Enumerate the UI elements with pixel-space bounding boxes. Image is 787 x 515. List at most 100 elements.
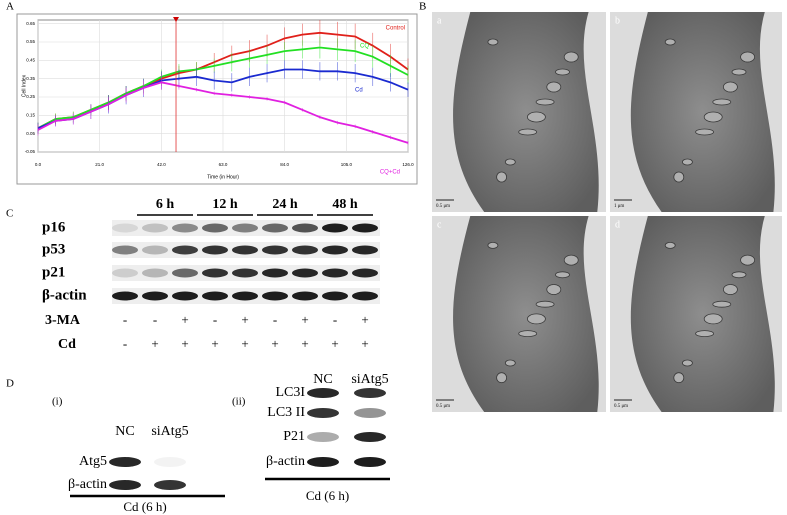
footer-label: Cd (6 h) <box>123 499 166 514</box>
treatment-sign: - <box>123 312 127 327</box>
treatment-sign: - <box>333 312 337 327</box>
organelle <box>695 128 714 136</box>
treatment-sign: + <box>361 312 368 327</box>
em-label: d <box>615 219 620 230</box>
organelle <box>546 284 562 295</box>
band <box>262 291 288 301</box>
time-label: 24 h <box>272 197 298 212</box>
organelle <box>518 128 538 136</box>
band <box>202 291 228 301</box>
band <box>232 245 258 255</box>
band <box>262 245 288 255</box>
organelle <box>682 359 693 367</box>
time-label: 6 h <box>156 197 175 212</box>
protein-label: p21 <box>42 264 65 280</box>
scale-label: 0.5 μm <box>436 204 450 209</box>
lane-label: NC <box>313 372 332 387</box>
treatment-sign: - <box>213 312 217 327</box>
organelle <box>664 38 676 46</box>
band <box>142 223 168 233</box>
organelle <box>703 111 723 123</box>
band <box>202 223 228 233</box>
band <box>109 480 141 490</box>
y-tick-label: 0.25 <box>26 94 35 99</box>
y-tick-label: -0.05 <box>25 149 36 154</box>
band <box>112 291 138 301</box>
band <box>202 245 228 255</box>
organelle <box>712 98 732 106</box>
marker-head <box>173 17 180 22</box>
scale-label: 0.5 μm <box>436 404 450 409</box>
cell-body <box>630 12 775 212</box>
organelle <box>664 241 676 249</box>
band <box>232 291 258 301</box>
band <box>352 245 378 255</box>
band <box>172 291 198 301</box>
x-tick-label: 63.0 <box>219 162 228 167</box>
em-label: a <box>437 15 442 26</box>
band <box>354 388 386 398</box>
band <box>322 223 348 233</box>
organelle <box>723 284 738 295</box>
band <box>354 408 386 418</box>
organelle <box>740 254 755 266</box>
organelle <box>673 372 685 384</box>
y-axis-label: Cell Index <box>21 74 27 97</box>
band <box>292 223 318 233</box>
time-label: 48 h <box>332 197 358 212</box>
treatment-sign: + <box>181 312 188 327</box>
footer-label: Cd (6 h) <box>306 488 349 503</box>
band <box>292 268 318 278</box>
band <box>109 457 141 467</box>
treatment-sign: - <box>153 312 157 327</box>
band <box>262 268 288 278</box>
band <box>352 268 378 278</box>
band <box>307 388 339 398</box>
band <box>142 245 168 255</box>
treatment-sign: + <box>241 336 248 351</box>
legend-label: Control <box>386 26 405 32</box>
band <box>154 480 186 490</box>
organelle <box>518 330 538 338</box>
treatment-sign: + <box>301 336 308 351</box>
treatment-sign: + <box>241 312 248 327</box>
legend-label: Cd <box>355 88 363 94</box>
cell-body <box>630 216 775 412</box>
band <box>112 268 138 278</box>
band <box>322 291 348 301</box>
x-tick-label: 21.0 <box>95 162 104 167</box>
em-label: c <box>437 219 442 230</box>
band <box>142 268 168 278</box>
treatment-label: Cd <box>58 337 76 352</box>
organelle <box>682 158 693 166</box>
y-tick-label: 0.55 <box>26 39 35 44</box>
organelle <box>527 111 546 123</box>
sub-panel-tag: (i) <box>52 396 63 408</box>
x-tick-label: 0.0 <box>35 162 42 167</box>
x-axis-label: Time (in Hour) <box>207 174 239 180</box>
lane-label: NC <box>115 424 134 439</box>
scale-label: 1 μm <box>614 204 624 209</box>
band <box>172 245 198 255</box>
band <box>172 268 198 278</box>
band <box>322 245 348 255</box>
panel-label: A <box>6 1 14 13</box>
sub-panel-tag: (ii) <box>232 396 246 408</box>
band <box>112 223 138 233</box>
band <box>352 223 378 233</box>
organelle <box>723 81 738 93</box>
y-tick-label: 0.05 <box>26 131 35 136</box>
organelle <box>487 38 499 46</box>
protein-label: LC3 II <box>267 405 305 420</box>
series-line <box>37 81 409 144</box>
y-tick-label: 0.45 <box>26 58 35 63</box>
x-tick-label: 105.0 <box>341 162 353 167</box>
y-tick-label: 0.15 <box>26 113 35 118</box>
band <box>307 432 339 442</box>
treatment-label: 3-MA <box>45 313 81 328</box>
chart-frame <box>16 13 418 185</box>
organelle <box>496 171 508 183</box>
band <box>262 223 288 233</box>
band <box>154 457 186 467</box>
legend-label: CQ+Cd <box>380 170 400 176</box>
